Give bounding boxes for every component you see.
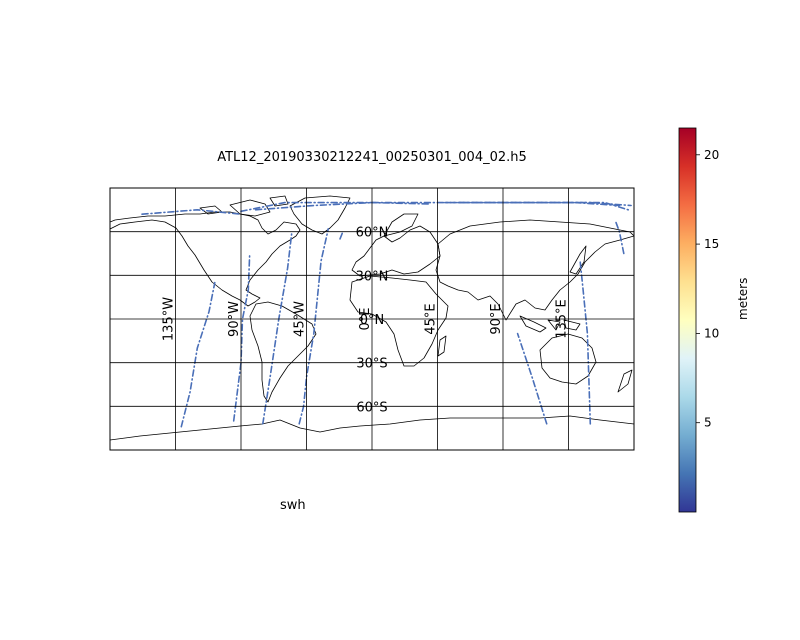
lat-tick-labels: 60°N 30°N 0°N 30°S 60°S xyxy=(356,226,389,416)
swh-track xyxy=(339,230,344,240)
swh-track xyxy=(614,219,625,255)
lat-tick-label: 30°N xyxy=(356,269,389,284)
colorbar-tick-label: 20 xyxy=(704,148,719,162)
coastline-arctic-islands xyxy=(199,195,289,217)
coastline-africa xyxy=(349,275,449,367)
coastline-japan xyxy=(569,245,587,275)
swh-track xyxy=(579,260,592,425)
coastline-scandinavia xyxy=(383,213,419,237)
lon-tick-label: 90°W xyxy=(227,301,242,337)
lat-tick-label: 0°N xyxy=(360,313,385,328)
coastline-greenland xyxy=(289,195,351,235)
colorbar-tick-label: 15 xyxy=(704,237,719,251)
lon-tick-label: 90°E xyxy=(489,303,504,334)
lat-tick-label: 60°N xyxy=(356,226,389,241)
lon-tick-label: 45°E xyxy=(424,303,439,334)
variable-caption: swh xyxy=(280,498,306,513)
coastline-new-zealand xyxy=(617,369,633,393)
figure-title: ATL12_20190330212241_00250301_004_02.h5 xyxy=(217,150,527,165)
map-frame xyxy=(109,187,635,451)
swh-track xyxy=(180,281,216,428)
lat-tick-label: 60°S xyxy=(356,400,387,415)
coastline-asia xyxy=(435,219,634,321)
swh-track xyxy=(254,201,629,211)
colorbar-tick-label: 5 xyxy=(704,416,712,430)
swh-track xyxy=(444,201,621,207)
swh-track xyxy=(240,201,431,213)
coastline-australia xyxy=(539,333,597,385)
swh-track xyxy=(141,208,242,215)
lon-tick-label: 135°W xyxy=(162,297,177,341)
coastline-indonesia xyxy=(519,315,581,333)
coastline-antarctica xyxy=(110,415,634,441)
coastline-europe xyxy=(351,225,441,277)
gridlines xyxy=(110,188,634,450)
swh-track xyxy=(516,332,548,425)
swh-track xyxy=(232,252,251,422)
coastline-madagascar xyxy=(437,335,447,357)
colorbar-label: meters xyxy=(736,277,750,320)
lon-tick-label: 45°W xyxy=(293,301,308,337)
colorbar-ticks: 5 10 15 20 xyxy=(696,148,719,430)
lon-tick-label: 0°E xyxy=(358,308,373,331)
lon-tick-labels: 135°W 90°W 45°W 0°E 45°E 90°E 135°E xyxy=(162,297,570,341)
colorbar xyxy=(678,127,697,513)
swh-track xyxy=(298,228,330,425)
coastline-south-america xyxy=(249,301,317,403)
colorbar-tick-label: 10 xyxy=(704,326,719,340)
coastline-north-america xyxy=(110,211,301,307)
swh-tracks xyxy=(141,201,632,428)
lon-tick-label: 135°E xyxy=(555,299,570,339)
lat-tick-label: 30°S xyxy=(356,357,387,372)
